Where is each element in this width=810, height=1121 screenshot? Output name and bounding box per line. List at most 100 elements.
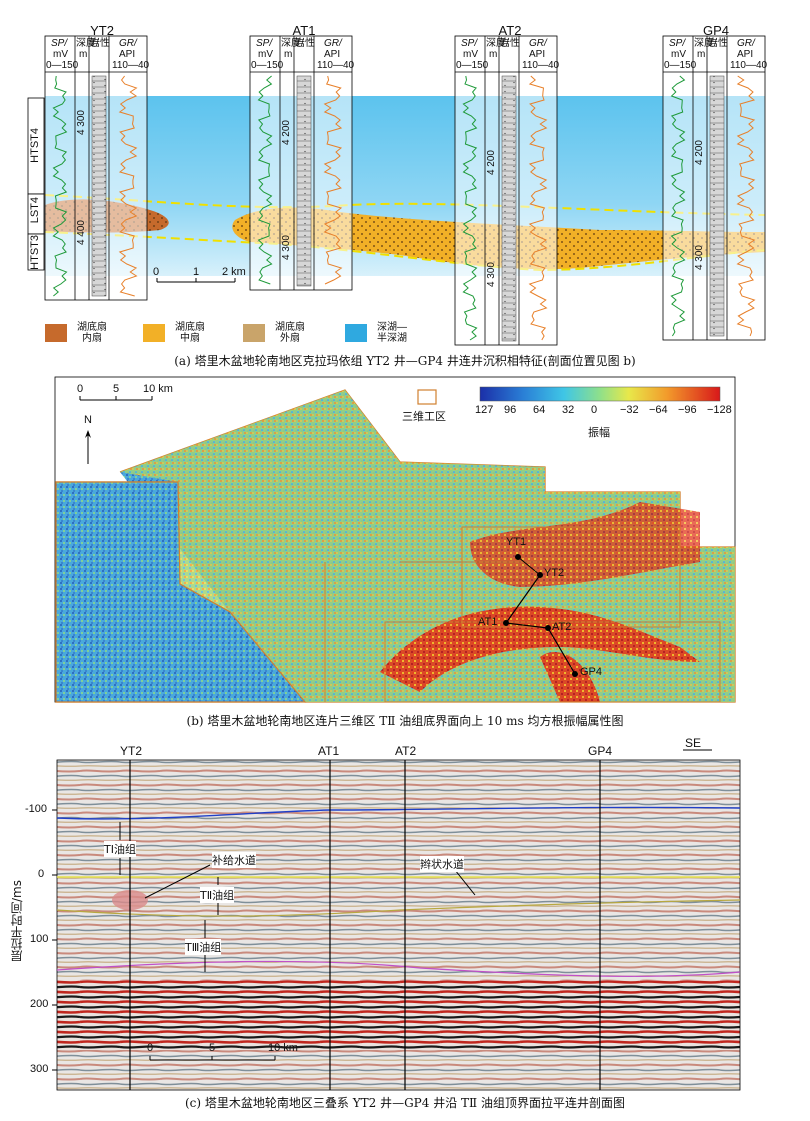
depth-header: 深度/ — [694, 38, 717, 49]
colorbar-tick: 0 — [591, 404, 598, 416]
colorbar-tick: 64 — [533, 404, 546, 416]
sp-unit: mV — [671, 49, 686, 60]
well-marker-at2 — [545, 625, 551, 631]
sp-curve — [670, 75, 686, 337]
lithology-column — [91, 75, 107, 297]
legend-label-middle-fan: 湖底扇 中扇 — [175, 322, 205, 344]
sp-curve — [462, 75, 478, 341]
depth-tick-label: 4 400 — [76, 220, 87, 246]
panel-c-svg — [52, 749, 741, 1091]
legend-swatch-middle-fan — [143, 324, 165, 342]
lithology-column — [709, 75, 725, 337]
horizon-blue — [56, 806, 741, 820]
map-scale-5: 5 — [113, 383, 120, 395]
y-tick-0: 0 — [38, 868, 45, 880]
depth-tick-label: 4 200 — [694, 140, 705, 166]
section-well-at1: AT1 — [318, 744, 340, 758]
boundary-lower — [44, 231, 766, 272]
section-well-at2: AT2 — [395, 744, 417, 758]
high-amplitude-zone — [380, 606, 700, 692]
lithology-column — [501, 75, 517, 342]
panel-c-seismic-section: YT2 AT1 AT2 GP4 SE 层拉平时间/ms -100 0 100 2… — [0, 736, 810, 1117]
label-t2-oil-group: TⅡ油组 — [200, 887, 235, 903]
gr-curve — [118, 75, 138, 297]
litho-header: 岩性 — [295, 38, 315, 49]
legend-label-outer-fan: 湖底扇 外扇 — [275, 322, 305, 344]
horizon-magenta — [56, 960, 741, 977]
section-scale-5: 5 — [209, 1042, 216, 1054]
gr-header: GR/ — [529, 38, 547, 49]
scale-a-1: 1 — [193, 266, 200, 278]
well-title-yt2: YT2 — [90, 23, 114, 38]
depth-header: 深度/ — [486, 38, 509, 49]
depth-header: 深度/ — [76, 38, 99, 49]
section-scale-0: 0 — [147, 1042, 154, 1054]
section-scale — [149, 1056, 276, 1061]
well-marker-at1 — [503, 620, 509, 626]
gr-curve — [736, 75, 756, 337]
y-tick-200: 200 — [30, 998, 49, 1010]
panel-a-svg — [27, 35, 766, 346]
gr-curve — [323, 75, 343, 285]
sp-header: SP/ — [461, 38, 478, 49]
litho-header: 岩性 — [500, 38, 520, 49]
well-marker-yt2 — [537, 572, 543, 578]
annotation-arrows — [119, 749, 712, 972]
section-well-gp4: GP4 — [588, 744, 613, 758]
gr-unit: API — [529, 49, 546, 60]
legend-label-inner-fan: 湖底扇 内扇 — [77, 322, 107, 344]
depth-unit: m — [284, 49, 293, 60]
map-scale-10: 10 km — [143, 383, 173, 395]
gr-header: GR/ — [119, 38, 137, 49]
y-tick-300: 300 — [30, 1063, 49, 1075]
well-title-at1: AT1 — [292, 23, 316, 38]
map-scale-0: 0 — [77, 383, 84, 395]
sp-curve — [52, 75, 68, 297]
y-axis-ticks — [52, 809, 57, 1071]
colorbar-title: 振幅 — [588, 426, 610, 439]
depth-unit: m — [79, 49, 88, 60]
caption-a: (a) 塔里木盆地轮南地区克拉玛依组 YT2 井—GP4 井连井沉积相特征(剖面… — [174, 354, 636, 368]
section-line — [504, 574, 576, 675]
depth-tick-label: 4 300 — [281, 235, 292, 261]
survey-symbol-icon — [417, 389, 437, 405]
colorbar — [479, 386, 721, 402]
panel-a-scale — [156, 278, 236, 283]
map-well-yt1: YT1 — [506, 536, 527, 548]
survey-outlines — [324, 526, 721, 703]
scale-a-2: 2 km — [222, 266, 246, 278]
map-well-yt2: YT2 — [544, 567, 565, 579]
legend-label-deep-lake: 深湖— 半深湖 — [377, 322, 407, 344]
map-well-gp4: GP4 — [580, 666, 603, 678]
sp-header: SP/ — [256, 38, 273, 49]
sp-unit: mV — [53, 49, 68, 60]
gr-header: GR/ — [324, 38, 342, 49]
boundary-upper — [44, 194, 766, 216]
depth-tick-label: 4 200 — [486, 150, 497, 176]
gr-unit: API — [324, 49, 341, 60]
label-braided-channel: 辫状水道 — [420, 856, 464, 872]
section-scale-10: 10 km — [268, 1042, 298, 1054]
depth-header: 深度/ — [281, 38, 304, 49]
section-well-yt2: YT2 — [120, 744, 143, 758]
section-direction: SE — [685, 736, 702, 750]
systems-tract-column — [27, 97, 45, 271]
sp-unit: mV — [258, 49, 273, 60]
depth-tick-label: 4 300 — [486, 262, 497, 288]
gr-range: 110—40 — [112, 60, 150, 71]
colorbar-tick: −32 — [620, 404, 639, 416]
colorbar-tick: 32 — [562, 404, 575, 416]
lithology-column — [296, 75, 312, 287]
colorbar-tick: −64 — [649, 404, 668, 416]
litho-header: 岩性 — [708, 38, 728, 49]
label-feeder-channel: 补给水道 — [212, 852, 256, 868]
gr-unit: API — [737, 49, 754, 60]
tract-htst4: HTST4 — [29, 128, 41, 163]
map-well-at1: AT1 — [478, 616, 498, 628]
gr-header: GR/ — [737, 38, 755, 49]
map-scale — [79, 396, 153, 401]
tract-lst4: LST4 — [29, 197, 41, 224]
map-well-at2: AT2 — [552, 621, 572, 633]
gr-curve — [528, 75, 548, 341]
yt1-to-yt2 — [517, 556, 541, 576]
